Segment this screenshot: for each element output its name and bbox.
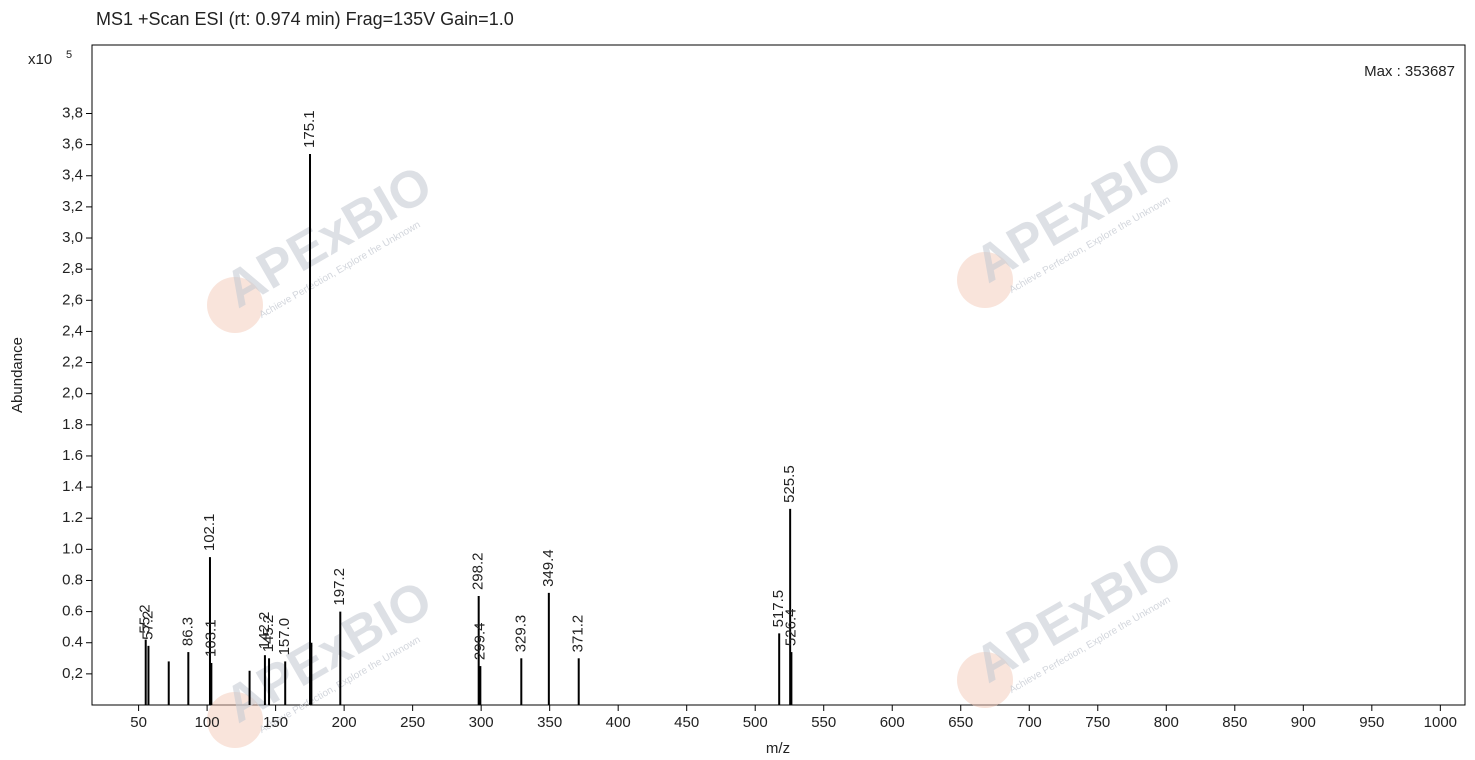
y-tick-label: 2,4 [62, 322, 83, 339]
y-tick-label: 1.2 [62, 509, 83, 526]
x-tick-label: 50 [130, 714, 147, 731]
x-tick-label: 350 [537, 714, 562, 731]
y-tick-label: 3,2 [62, 198, 83, 215]
y-tick-label: 1.8 [62, 416, 83, 433]
peak-label: 526.4 [782, 609, 799, 647]
max-annotation: Max : 353687 [1364, 63, 1455, 80]
y-tick-label: 1.0 [62, 540, 83, 557]
y-tick-label: 3,0 [62, 229, 83, 246]
x-axis-label: m/z [766, 740, 790, 757]
y-tick-label: 0.4 [62, 634, 83, 651]
y-tick-label: 0,2 [62, 665, 83, 682]
watermark-logo [207, 692, 263, 748]
x-tick-label: 100 [195, 714, 220, 731]
peak-label: 142.2 [256, 612, 273, 650]
x-tick-label: 1000 [1424, 714, 1457, 731]
x-tick-label: 800 [1154, 714, 1179, 731]
y-tick-label: 3,8 [62, 104, 83, 121]
peak-label: 299.4 [471, 623, 488, 661]
watermark-logo [957, 252, 1013, 308]
y-tick-label: 2,2 [62, 354, 83, 371]
peak-label: 145.2 [260, 615, 277, 653]
watermark-logo [207, 277, 263, 333]
y-tick-label: 2,6 [62, 291, 83, 308]
peak-label: 298.2 [470, 552, 487, 590]
y-tick-label: 1.6 [62, 447, 83, 464]
peak-label: 55.2 [137, 604, 154, 633]
y-tick-label: 2,8 [62, 260, 83, 277]
y-multiplier: x10 [28, 51, 52, 68]
peak-label: 103.1 [202, 619, 219, 657]
chart-title: MS1 +Scan ESI (rt: 0.974 min) Frag=135V … [96, 9, 514, 29]
x-tick-label: 200 [332, 714, 357, 731]
y-tick-label: 2,0 [62, 385, 83, 402]
y-axis-label: Abundance [9, 337, 26, 413]
x-tick-label: 450 [674, 714, 699, 731]
x-tick-label: 750 [1085, 714, 1110, 731]
y-exponent: 5 [66, 49, 72, 61]
x-tick-label: 500 [743, 714, 768, 731]
y-tick-label: 3,4 [62, 167, 83, 184]
peak-label: 175.1 [301, 110, 318, 148]
x-tick-label: 550 [811, 714, 836, 731]
y-tick-label: 0.6 [62, 603, 83, 620]
x-tick-label: 600 [880, 714, 905, 731]
x-tick-label: 250 [400, 714, 425, 731]
x-tick-label: 700 [1017, 714, 1042, 731]
x-tick-label: 900 [1291, 714, 1316, 731]
x-tick-label: 950 [1359, 714, 1384, 731]
peak-label: 197.2 [331, 568, 348, 606]
y-tick-label: 0.8 [62, 571, 83, 588]
peak-label: 102.1 [201, 514, 218, 552]
peak-label: 86.3 [179, 617, 196, 646]
x-tick-label: 300 [469, 714, 494, 731]
peak-label: 57.2 [139, 611, 156, 640]
peak-label: 525.5 [781, 465, 798, 503]
x-tick-label: 650 [948, 714, 973, 731]
x-tick-label: 400 [606, 714, 631, 731]
peak-label: 349.4 [540, 549, 557, 587]
x-tick-label: 850 [1222, 714, 1247, 731]
y-tick-label: 3,6 [62, 136, 83, 153]
peak-label: 157.0 [276, 618, 293, 656]
y-tick-label: 1.4 [62, 478, 83, 495]
watermark-logo [957, 652, 1013, 708]
peak-label: 371.2 [570, 615, 587, 653]
x-tick-label: 150 [263, 714, 288, 731]
peak-label: 329.3 [512, 615, 529, 653]
peak-label: 517.5 [770, 590, 787, 628]
